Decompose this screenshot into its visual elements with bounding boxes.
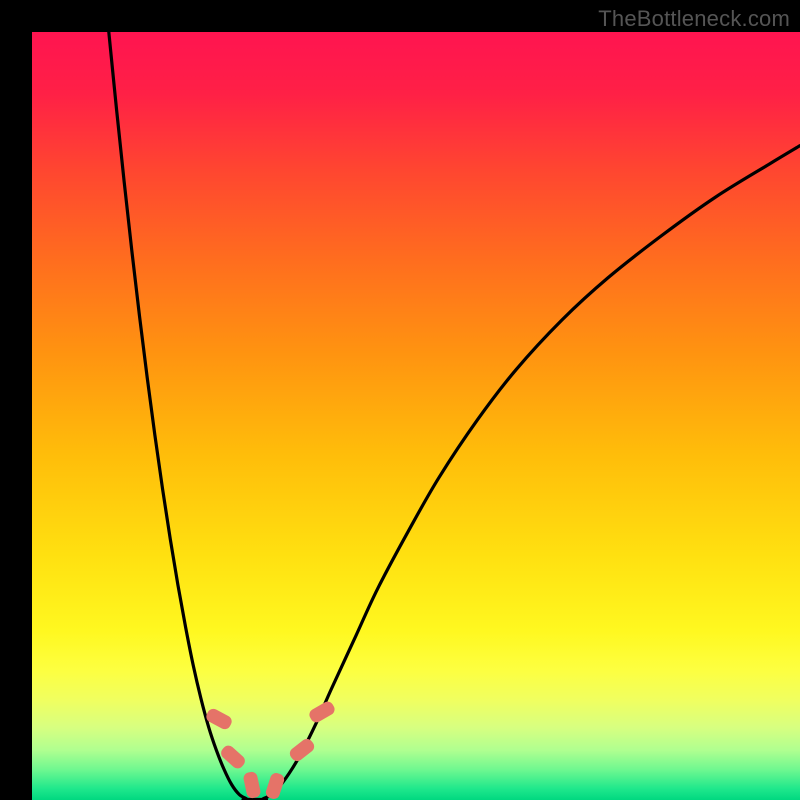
bottleneck-curve-layer — [32, 32, 800, 800]
plot-area — [32, 32, 800, 800]
bottleneck-curve — [109, 32, 800, 800]
watermark-text: TheBottleneck.com — [598, 6, 790, 32]
